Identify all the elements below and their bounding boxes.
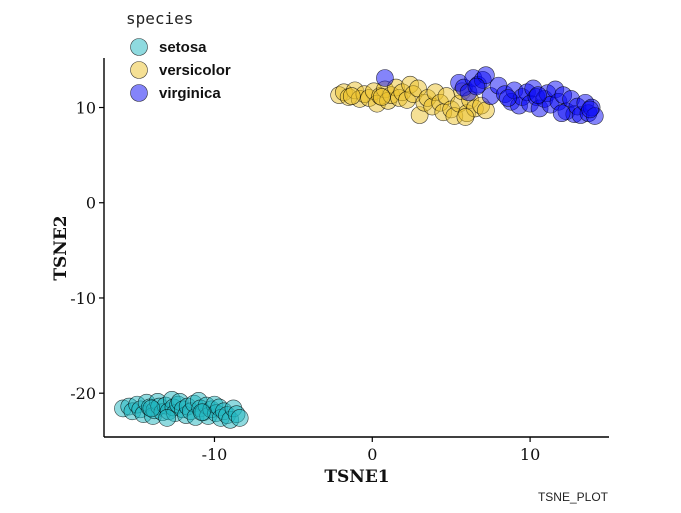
point-setosa	[158, 409, 176, 427]
point-setosa	[230, 409, 249, 427]
y-tick-label: 10	[76, 99, 96, 118]
point-versicolor	[372, 88, 391, 106]
point-virginica	[581, 100, 599, 119]
legend: species setosa versicolor virginica	[126, 9, 231, 102]
point-versicolor	[342, 87, 361, 105]
y-tick-label: 0	[86, 194, 96, 213]
legend-label-versicolor: versicolor	[159, 62, 231, 79]
point-setosa	[142, 399, 161, 418]
y-tick-label: -10	[70, 289, 96, 308]
x-axis-title: TSNE1	[324, 467, 389, 487]
point-virginica	[552, 104, 571, 123]
legend-label-virginica: virginica	[159, 85, 221, 102]
legend-key-setosa	[130, 38, 148, 56]
x-ticks: -10 0 10	[202, 437, 540, 464]
legend-label-setosa: setosa	[159, 39, 207, 56]
legend-items: setosa versicolor virginica	[130, 38, 231, 102]
y-ticks: -20 -10 0 10	[70, 99, 104, 403]
x-tick-label: -10	[202, 445, 228, 464]
point-virginica	[499, 89, 517, 107]
point-virginica	[529, 86, 547, 104]
points-layer	[114, 66, 604, 429]
point-virginica	[376, 69, 394, 87]
legend-key-virginica	[130, 84, 148, 102]
y-axis-title: TSNE2	[51, 215, 71, 280]
y-tick-label: -20	[70, 384, 96, 403]
point-virginica	[477, 66, 495, 84]
x-tick-label: 0	[367, 445, 377, 464]
legend-title: species	[126, 9, 193, 28]
point-setosa	[193, 403, 211, 422]
point-virginica	[467, 77, 486, 96]
plot-caption: TSNE_PLOT	[538, 490, 609, 504]
point-versicolor	[456, 108, 475, 126]
x-tick-label: 10	[520, 445, 540, 464]
legend-key-versicolor	[130, 61, 148, 79]
